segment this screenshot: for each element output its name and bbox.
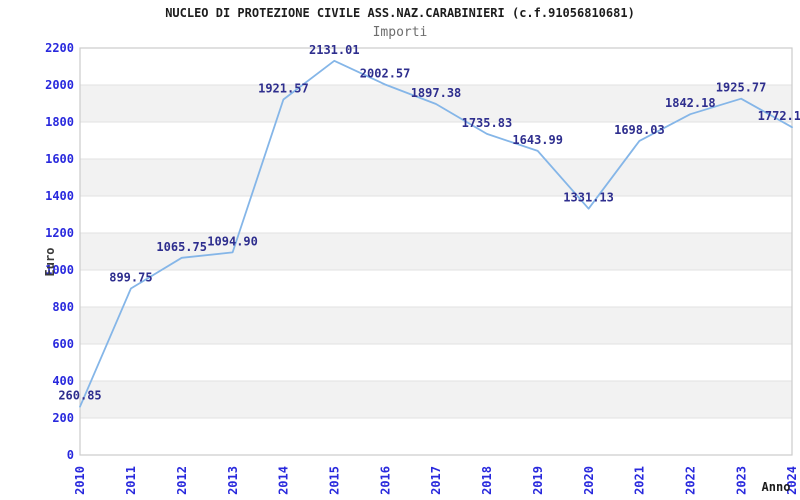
y-tick-label: 1200	[45, 226, 74, 240]
y-tick-label: 600	[52, 337, 74, 351]
y-tick-label: 200	[52, 411, 74, 425]
chart-title: NUCLEO DI PROTEZIONE CIVILE ASS.NAZ.CARA…	[165, 6, 635, 20]
x-tick-label: 2021	[633, 466, 647, 495]
y-tick-label: 1000	[45, 263, 74, 277]
x-axis-title: Anno	[761, 480, 791, 494]
x-tick-label: 2015	[327, 466, 341, 495]
y-tick-label: 0	[67, 448, 74, 462]
x-tick-label: 2020	[582, 466, 596, 495]
y-tick-label: 2200	[45, 41, 74, 55]
point-label: 2131.01	[309, 43, 360, 57]
plot-band	[80, 307, 792, 344]
y-tick-label: 1400	[45, 189, 74, 203]
point-label: 1925.77	[716, 81, 767, 95]
y-tick-label: 400	[52, 374, 74, 388]
plot-band	[80, 381, 792, 418]
point-label: 1643.99	[512, 133, 563, 147]
point-label: 1065.75	[156, 240, 207, 254]
data-line	[79, 59, 793, 408]
point-label: 1842.18	[665, 96, 716, 110]
x-tick-label: 2013	[226, 466, 240, 495]
point-label: 1921.57	[258, 82, 309, 96]
x-tick-label: 2012	[175, 466, 189, 495]
x-tick-label: 2010	[73, 466, 87, 495]
point-label: 1094.90	[207, 234, 258, 248]
chart-subtitle: Importi	[372, 25, 428, 40]
plot-border	[79, 47, 793, 456]
x-tick-label: 2019	[531, 466, 545, 495]
x-tick-label: 2016	[378, 466, 392, 495]
point-label: 2002.57	[360, 67, 411, 81]
point-label: 899.75	[109, 271, 152, 285]
point-label: 1772.1	[758, 109, 800, 123]
plot-band	[80, 159, 792, 196]
x-tick-label: 2024	[785, 466, 799, 495]
x-tick-label: 2022	[683, 466, 697, 495]
point-label: 1331.13	[563, 191, 614, 205]
point-label: 1897.38	[411, 86, 462, 100]
y-tick-label: 2000	[45, 78, 74, 92]
plot-band	[80, 233, 792, 270]
point-label: 260.85	[58, 389, 101, 403]
y-axis-title: Euro	[43, 247, 57, 277]
x-tick-label: 2014	[277, 466, 291, 495]
point-label: 1698.03	[614, 123, 665, 137]
y-tick-label: 1800	[45, 115, 74, 129]
y-tick-label: 1600	[45, 152, 74, 166]
point-label: 1735.83	[462, 116, 513, 130]
x-tick-label: 2023	[734, 466, 748, 495]
x-tick-label: 2011	[124, 466, 138, 495]
x-tick-label: 2017	[429, 466, 443, 495]
y-tick-label: 800	[52, 300, 74, 314]
x-tick-label: 2018	[480, 466, 494, 495]
